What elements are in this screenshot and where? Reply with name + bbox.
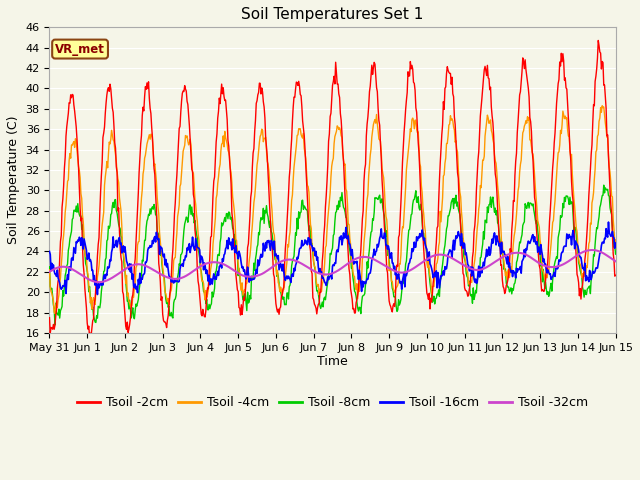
Tsoil -32cm	[561, 261, 568, 266]
Tsoil -8cm	[561, 194, 568, 200]
Tsoil -4cm	[561, 116, 568, 121]
Tsoil -2cm	[171, 211, 179, 217]
Tsoil -2cm	[612, 273, 620, 278]
Tsoil -32cm	[380, 262, 387, 268]
Tsoil -32cm	[95, 279, 103, 285]
Tsoil -4cm	[436, 239, 444, 245]
Tsoil -16cm	[380, 236, 387, 241]
Tsoil -8cm	[171, 297, 179, 302]
Tsoil -32cm	[324, 271, 332, 277]
Tsoil -2cm	[195, 283, 203, 288]
Tsoil -4cm	[380, 175, 387, 180]
Tsoil -4cm	[612, 237, 620, 242]
Tsoil -32cm	[588, 247, 596, 253]
Tsoil -16cm	[45, 249, 53, 254]
Line: Tsoil -16cm: Tsoil -16cm	[49, 222, 616, 295]
Tsoil -16cm	[93, 292, 101, 298]
Tsoil -8cm	[45, 264, 53, 270]
Tsoil -2cm	[86, 335, 93, 340]
Tsoil -8cm	[195, 250, 203, 255]
Tsoil -2cm	[561, 77, 568, 83]
Tsoil -4cm	[45, 267, 53, 273]
Tsoil -4cm	[51, 311, 59, 316]
Tsoil -4cm	[324, 207, 332, 213]
Tsoil -32cm	[436, 252, 444, 257]
Title: Soil Temperatures Set 1: Soil Temperatures Set 1	[241, 7, 424, 22]
Tsoil -8cm	[380, 210, 387, 216]
Tsoil -32cm	[45, 269, 53, 275]
Tsoil -32cm	[171, 276, 179, 282]
Tsoil -16cm	[436, 285, 444, 291]
Tsoil -16cm	[605, 219, 612, 225]
Tsoil -16cm	[561, 243, 568, 249]
Tsoil -16cm	[612, 240, 620, 246]
Tsoil -4cm	[195, 237, 203, 242]
Tsoil -8cm	[612, 251, 620, 257]
Tsoil -8cm	[436, 294, 444, 300]
Tsoil -32cm	[195, 264, 203, 270]
Tsoil -8cm	[324, 272, 332, 277]
Text: VR_met: VR_met	[55, 43, 105, 56]
Tsoil -2cm	[595, 37, 602, 43]
Y-axis label: Soil Temperature (C): Soil Temperature (C)	[7, 116, 20, 244]
Tsoil -4cm	[598, 103, 606, 108]
Tsoil -2cm	[380, 206, 387, 212]
Line: Tsoil -8cm: Tsoil -8cm	[49, 185, 616, 325]
Tsoil -16cm	[171, 277, 179, 283]
Tsoil -2cm	[45, 315, 53, 321]
X-axis label: Time: Time	[317, 356, 348, 369]
Legend: Tsoil -2cm, Tsoil -4cm, Tsoil -8cm, Tsoil -16cm, Tsoil -32cm: Tsoil -2cm, Tsoil -4cm, Tsoil -8cm, Tsoi…	[72, 391, 593, 414]
Tsoil -8cm	[51, 322, 59, 328]
Tsoil -2cm	[324, 138, 332, 144]
Tsoil -32cm	[612, 258, 620, 264]
Line: Tsoil -2cm: Tsoil -2cm	[49, 40, 616, 337]
Tsoil -4cm	[171, 255, 179, 261]
Tsoil -16cm	[195, 245, 203, 251]
Tsoil -16cm	[324, 277, 332, 283]
Tsoil -8cm	[600, 182, 607, 188]
Line: Tsoil -32cm: Tsoil -32cm	[49, 250, 616, 282]
Line: Tsoil -4cm: Tsoil -4cm	[49, 106, 616, 313]
Tsoil -2cm	[436, 177, 444, 183]
